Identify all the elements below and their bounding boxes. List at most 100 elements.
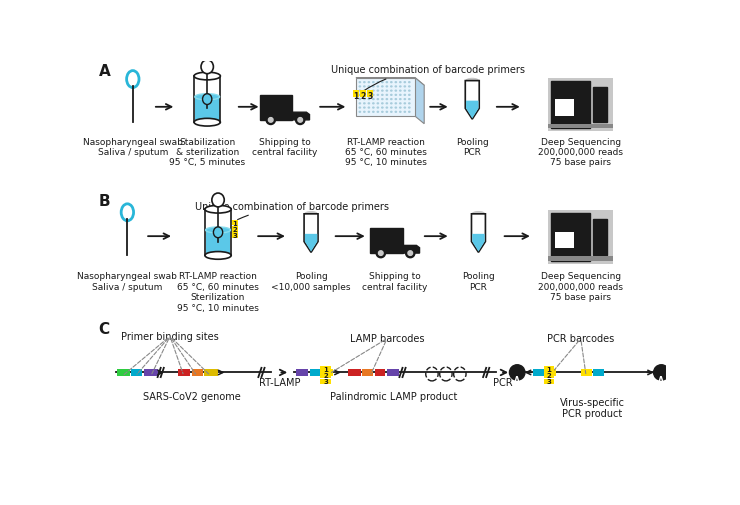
Ellipse shape — [372, 94, 374, 96]
Text: Pooling
PCR: Pooling PCR — [462, 272, 495, 292]
Bar — [593, 219, 607, 255]
Ellipse shape — [399, 94, 402, 96]
Text: RT-LAMP reaction
65 °C, 60 minutes
Sterilization
95 °C, 10 minutes: RT-LAMP reaction 65 °C, 60 minutes Steri… — [177, 272, 259, 313]
Ellipse shape — [195, 94, 220, 100]
Ellipse shape — [390, 107, 393, 109]
Ellipse shape — [408, 81, 411, 83]
Bar — [387, 369, 400, 376]
Ellipse shape — [203, 94, 212, 105]
Ellipse shape — [377, 107, 379, 109]
Bar — [551, 213, 590, 261]
Polygon shape — [472, 214, 485, 220]
Ellipse shape — [399, 85, 402, 87]
Ellipse shape — [386, 85, 388, 87]
Bar — [131, 369, 142, 376]
Bar — [544, 379, 554, 384]
Polygon shape — [356, 78, 424, 85]
Text: 2: 2 — [547, 373, 551, 379]
Bar — [374, 369, 386, 376]
Ellipse shape — [394, 81, 397, 83]
Ellipse shape — [201, 60, 213, 74]
Bar — [353, 90, 359, 97]
Ellipse shape — [403, 94, 406, 96]
Bar — [309, 369, 320, 376]
Ellipse shape — [368, 85, 370, 87]
Ellipse shape — [372, 98, 374, 100]
Polygon shape — [471, 214, 485, 252]
Ellipse shape — [386, 111, 388, 113]
Circle shape — [376, 248, 386, 258]
Text: 3: 3 — [547, 379, 551, 385]
Ellipse shape — [381, 94, 384, 96]
Bar — [548, 124, 613, 128]
Polygon shape — [415, 78, 424, 124]
Ellipse shape — [305, 212, 317, 216]
Ellipse shape — [408, 102, 411, 105]
Text: 3: 3 — [323, 379, 329, 385]
Ellipse shape — [386, 98, 388, 100]
Bar — [548, 256, 613, 261]
Ellipse shape — [399, 81, 402, 83]
Text: 1: 1 — [323, 367, 329, 373]
Ellipse shape — [394, 111, 397, 113]
Text: Pooling
PCR: Pooling PCR — [456, 137, 488, 157]
Polygon shape — [356, 78, 415, 116]
Ellipse shape — [358, 89, 361, 92]
Ellipse shape — [377, 111, 379, 113]
Bar — [232, 226, 238, 231]
Text: Virus-specific
PCR product: Virus-specific PCR product — [560, 398, 625, 420]
Ellipse shape — [386, 107, 388, 109]
Ellipse shape — [372, 85, 374, 87]
Ellipse shape — [403, 102, 406, 105]
Bar — [362, 369, 373, 376]
Ellipse shape — [408, 89, 411, 92]
Ellipse shape — [377, 85, 379, 87]
Bar — [544, 373, 554, 378]
Circle shape — [406, 248, 415, 258]
Text: Palindromic LAMP product: Palindromic LAMP product — [329, 392, 457, 401]
Ellipse shape — [372, 111, 374, 113]
Text: 2: 2 — [360, 92, 366, 101]
Bar — [232, 232, 238, 238]
Ellipse shape — [390, 111, 393, 113]
Polygon shape — [305, 214, 317, 220]
Ellipse shape — [368, 94, 370, 96]
Ellipse shape — [381, 111, 384, 113]
Text: Pooling
<10,000 samples: Pooling <10,000 samples — [272, 272, 351, 292]
Ellipse shape — [394, 107, 397, 109]
Polygon shape — [465, 81, 480, 119]
Ellipse shape — [377, 89, 379, 92]
Text: 2: 2 — [323, 373, 328, 379]
Bar — [295, 369, 308, 376]
Text: RT-LAMP: RT-LAMP — [259, 378, 300, 388]
Bar — [320, 379, 332, 384]
Ellipse shape — [386, 94, 388, 96]
Ellipse shape — [394, 94, 397, 96]
Ellipse shape — [381, 85, 384, 87]
Bar — [144, 369, 158, 376]
Text: SARS-CoV2 genome: SARS-CoV2 genome — [143, 392, 240, 401]
Text: Nasopharyngeal swab
Saliva / sputum: Nasopharyngeal swab Saliva / sputum — [78, 272, 178, 292]
Ellipse shape — [377, 98, 379, 100]
Text: 2: 2 — [232, 227, 238, 233]
Ellipse shape — [472, 212, 485, 216]
Ellipse shape — [372, 81, 374, 83]
Ellipse shape — [386, 102, 388, 105]
Polygon shape — [305, 234, 317, 251]
Polygon shape — [403, 245, 420, 253]
Bar — [593, 369, 604, 376]
Circle shape — [295, 115, 305, 125]
Ellipse shape — [372, 107, 374, 109]
Bar — [367, 90, 373, 97]
Polygon shape — [466, 100, 479, 118]
Bar — [593, 87, 607, 122]
Circle shape — [298, 118, 303, 122]
Ellipse shape — [381, 81, 384, 83]
Ellipse shape — [394, 85, 397, 87]
Ellipse shape — [377, 94, 379, 96]
Ellipse shape — [358, 102, 361, 105]
Ellipse shape — [386, 81, 388, 83]
Ellipse shape — [363, 89, 366, 92]
Ellipse shape — [368, 102, 370, 105]
Polygon shape — [304, 214, 318, 252]
